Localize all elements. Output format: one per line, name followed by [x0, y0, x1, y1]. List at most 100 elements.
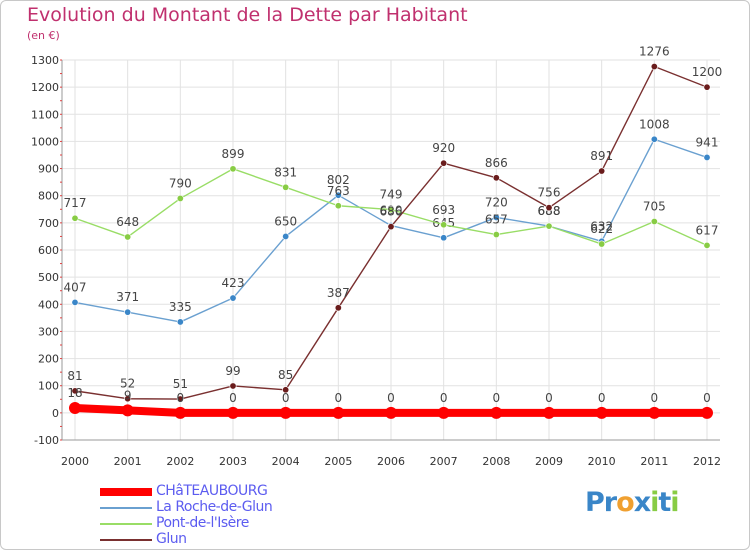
logo-letter: P — [585, 487, 605, 518]
legend-item-chateaubourg: CHâTEAUBOURG — [100, 483, 360, 500]
data-label: 866 — [485, 156, 508, 170]
data-point — [229, 294, 237, 302]
data-label: 0 — [493, 391, 501, 405]
x-tick-label: 2009 — [535, 455, 563, 468]
logo-letter: o — [616, 487, 635, 518]
y-tick-label: 1000 — [31, 135, 59, 148]
legend-item-glun: Glun — [100, 531, 360, 548]
y-tick-label: 1300 — [31, 54, 59, 67]
legend-swatch — [100, 539, 152, 541]
data-point — [71, 387, 79, 395]
data-point — [71, 214, 79, 222]
data-point — [703, 153, 711, 161]
data-point — [440, 159, 448, 167]
data-label: 9 — [124, 388, 132, 402]
data-point — [229, 382, 237, 390]
data-label: 1200 — [692, 65, 723, 79]
data-point — [71, 298, 79, 306]
data-label: 756 — [538, 186, 561, 200]
data-point — [385, 406, 397, 419]
data-label: 790 — [169, 176, 192, 190]
legend-item-pont-de-l-isere: Pont-de-l'Isère — [100, 515, 360, 532]
data-point — [282, 183, 290, 191]
data-point — [440, 221, 448, 229]
data-label: 617 — [696, 223, 719, 237]
y-tick-label: 500 — [38, 271, 59, 284]
data-label: 802 — [327, 173, 350, 187]
x-tick-label: 2006 — [377, 455, 405, 468]
x-tick-label: 2001 — [114, 455, 142, 468]
data-point — [598, 240, 606, 248]
data-label: 650 — [274, 214, 297, 228]
data-label: 0 — [177, 391, 185, 405]
chart-unit-label: (en €) — [27, 29, 60, 42]
data-label: 0 — [703, 391, 711, 405]
y-tick-label: 300 — [38, 325, 59, 338]
data-label: 686 — [380, 205, 403, 219]
y-tick-label: 100 — [38, 380, 59, 393]
y-tick-label: 900 — [38, 163, 59, 176]
data-point — [650, 135, 658, 143]
data-label: 0 — [545, 391, 553, 405]
data-label: 0 — [387, 391, 395, 405]
data-label: 423 — [222, 276, 245, 290]
data-label: 0 — [229, 391, 237, 405]
data-point — [703, 83, 711, 91]
proxiti-logo: Proxiti — [585, 487, 680, 518]
data-point — [176, 395, 184, 403]
data-point — [387, 206, 395, 214]
data-label: 720 — [485, 195, 508, 209]
data-label: 648 — [116, 215, 139, 229]
logo-letter: r — [603, 487, 617, 518]
data-point — [492, 174, 500, 182]
data-label: 18 — [67, 386, 82, 400]
data-point — [121, 404, 134, 417]
data-label: 371 — [116, 290, 139, 304]
legend-item-la-roche-de-glun: La Roche-de-Glun — [100, 499, 360, 516]
data-point — [334, 304, 342, 312]
data-point — [279, 406, 292, 419]
data-label: 1276 — [639, 45, 670, 59]
data-label: 0 — [335, 391, 343, 405]
data-point — [176, 194, 184, 202]
data-point — [492, 213, 500, 221]
data-point — [598, 167, 606, 175]
data-label: 0 — [651, 391, 659, 405]
data-label: 705 — [643, 200, 666, 214]
y-tick-label: 200 — [38, 353, 59, 366]
data-label: 99 — [225, 364, 240, 378]
data-point — [387, 223, 395, 231]
legend-label: Pont-de-l'Isère — [156, 515, 249, 531]
data-point — [545, 204, 553, 212]
data-label: 899 — [222, 147, 245, 161]
data-label: 920 — [432, 141, 455, 155]
x-tick-label: 2003 — [219, 455, 247, 468]
data-label: 717 — [64, 196, 87, 210]
legend: CHâTEAUBOURG La Roche-de-Glun Pont-de-l'… — [100, 483, 360, 548]
data-label: 85 — [278, 368, 293, 382]
data-point — [174, 406, 187, 419]
data-label: 407 — [64, 280, 87, 294]
data-label: 335 — [169, 300, 192, 314]
logo-letter: i — [650, 487, 659, 518]
data-point — [282, 386, 290, 394]
data-point — [334, 191, 342, 199]
data-label: 81 — [67, 369, 82, 383]
x-tick-label: 2005 — [324, 455, 352, 468]
series-glun: 81 52 51 99 85 387 686 920 866 756 891 1276 1200 — [67, 45, 722, 403]
y-tick-label: 400 — [38, 298, 59, 311]
data-point — [595, 406, 608, 419]
data-point — [334, 202, 342, 210]
data-point — [176, 318, 184, 326]
y-tick-label: 800 — [38, 190, 59, 203]
x-tick-label: 2000 — [61, 455, 89, 468]
legend-swatch — [100, 507, 152, 509]
data-point — [332, 406, 345, 419]
data-label: 622 — [590, 222, 613, 236]
data-label: 749 — [380, 188, 403, 202]
data-point — [69, 401, 81, 414]
chart-title: Evolution du Montant de la Dette par Hab… — [27, 4, 468, 26]
data-point — [440, 234, 448, 242]
